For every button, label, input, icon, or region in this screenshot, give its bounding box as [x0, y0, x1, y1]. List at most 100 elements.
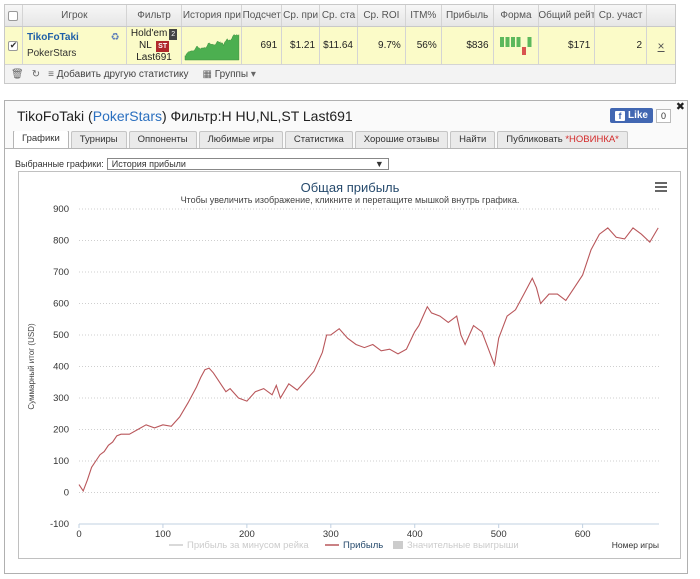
header-avg-profit[interactable]: Ср. при: [282, 5, 321, 26]
facebook-icon: f: [614, 110, 625, 121]
y-tick-label: 900: [53, 204, 69, 215]
x-tick-label: 0: [76, 529, 81, 540]
graph-select-value: История прибыли: [111, 159, 186, 169]
tab-4[interactable]: Статистика: [284, 131, 353, 148]
filter-st-badge: ST: [156, 41, 170, 52]
tab-0[interactable]: Графики: [13, 130, 69, 148]
tab-label: Статистика: [293, 134, 344, 145]
legend-item-label[interactable]: Прибыль: [343, 540, 383, 551]
player-graph-panel: TikoFoTaki (PokerStars) Фильтр:H HU,NL,S…: [4, 100, 688, 574]
header-filter[interactable]: Фильтр: [127, 5, 183, 26]
header-profit[interactable]: Прибыль: [442, 5, 494, 26]
x-tick-label: 200: [239, 529, 255, 540]
header-actions: [647, 5, 675, 26]
header-avg-stake[interactable]: Ср. ста: [320, 5, 358, 26]
remove-row-icon[interactable]: ×: [657, 38, 665, 53]
tab-7[interactable]: Публиковать *НОВИНКА*: [497, 131, 628, 148]
graph-selector-label: Выбранные графики:: [15, 159, 104, 169]
select-arrow-icon: ▼: [374, 159, 384, 169]
avg-roi-value: 9.7%: [358, 27, 406, 64]
avg-entrants-value: 2: [595, 27, 648, 64]
row-select-cell[interactable]: ✔: [5, 27, 23, 64]
form-bar-loss: [521, 46, 526, 55]
legend-item-label[interactable]: Прибыль за минусом рейка: [187, 540, 309, 551]
filter-range: Last691: [136, 52, 172, 63]
header-avg-roi[interactable]: Ср. ROI: [358, 5, 406, 26]
series-line-profit: [78, 227, 659, 493]
select-all-cell[interactable]: [5, 5, 23, 26]
form-bar-win: [505, 36, 510, 47]
facebook-like-widget[interactable]: f Like 0: [609, 108, 671, 123]
form-bar-win: [510, 36, 515, 47]
tab-label: Хорошие отзывы: [363, 134, 440, 145]
y-tick-label: 300: [53, 393, 69, 404]
tab-label: Любимые игры: [207, 134, 274, 145]
tab-new-badge: *НОВИНКА*: [565, 134, 619, 145]
legend-swatch[interactable]: [393, 541, 403, 549]
tab-6[interactable]: Найти: [450, 131, 496, 148]
header-count[interactable]: Подсчет: [242, 5, 283, 26]
player-profile-icon[interactable]: ♻: [110, 32, 120, 43]
facebook-like-button[interactable]: f Like: [609, 108, 653, 123]
stats-table-header: Игрок Фильтр История при Подсчет Ср. при…: [5, 5, 675, 27]
avg-stake-value: $11.64: [320, 27, 358, 64]
chart-menu-icon[interactable]: [655, 182, 667, 192]
graph-selector: Выбранные графики: История прибыли ▼: [15, 158, 389, 170]
x-axis-label: Номер игры: [612, 540, 659, 550]
row-checkbox[interactable]: ✔: [8, 40, 19, 51]
filter-players-badge: 2: [169, 29, 178, 40]
player-stats-table: Игрок Фильтр История при Подсчет Ср. при…: [4, 4, 676, 84]
groups-label: Группы: [214, 68, 249, 80]
select-all-checkbox[interactable]: [8, 10, 19, 21]
header-history[interactable]: История при: [182, 5, 243, 26]
legend-item-label[interactable]: Значительные выигрыши: [407, 540, 519, 551]
itm-value: 56%: [406, 27, 442, 64]
trash-icon[interactable]: 🗑: [11, 68, 24, 80]
tab-label: Публиковать: [506, 134, 563, 145]
y-tick-label: 800: [53, 236, 69, 247]
tab-3[interactable]: Любимые игры: [198, 131, 283, 148]
close-panel-icon[interactable]: ✖: [675, 101, 685, 113]
y-tick-label: 100: [53, 456, 69, 467]
facebook-like-label: Like: [627, 110, 648, 121]
form-bar-win: [499, 36, 504, 47]
panel-site-link[interactable]: PokerStars: [92, 108, 162, 124]
tab-label: Графики: [22, 133, 60, 144]
grid-icon: ▦: [202, 68, 212, 80]
profit-chart[interactable]: Общая прибыль Чтобы увеличить изображение…: [18, 171, 681, 559]
refresh-icon[interactable]: ↻: [31, 68, 41, 80]
chart-subtitle: Чтобы увеличить изображение, кликните и …: [181, 195, 520, 205]
form-bar-win: [527, 36, 532, 47]
header-total-rake[interactable]: Общий рейт: [539, 5, 596, 26]
y-tick-label: 600: [53, 299, 69, 310]
player-site: PokerStars: [26, 48, 77, 59]
graph-select[interactable]: История прибыли ▼: [106, 158, 389, 170]
groups-dropdown[interactable]: ▦ Группы ▾: [203, 69, 256, 80]
y-tick-label: 0: [64, 488, 69, 499]
tab-1[interactable]: Турниры: [70, 131, 127, 148]
tab-5[interactable]: Хорошие отзывы: [354, 131, 449, 148]
add-stat-button[interactable]: ≡ Добавить другую статистику: [48, 69, 188, 80]
header-avg-entrants[interactable]: Ср. участ: [595, 5, 648, 26]
form-bar-win: [516, 36, 521, 47]
x-tick-label: 500: [491, 529, 507, 540]
y-tick-label: 400: [53, 362, 69, 373]
tab-2[interactable]: Оппоненты: [128, 131, 197, 148]
panel-filter-text: Фильтр:H HU,NL,ST Last691: [170, 108, 353, 124]
header-form[interactable]: Форма: [494, 5, 540, 26]
y-axis-label: Суммарный итог (USD): [27, 323, 36, 410]
y-tick-label: -100: [50, 519, 69, 530]
chart-legend: Прибыль за минусом рейка Прибыль Значитель…: [169, 540, 519, 551]
table-row: ✔ TikoFoTaki PokerStars ♻ Hold'em 2 NL ST…: [5, 27, 675, 65]
add-stat-label: Добавить другую статистику: [56, 68, 189, 80]
sparkline-area: [184, 33, 240, 60]
header-player[interactable]: Игрок: [23, 5, 127, 26]
table-footer: 🗑 ↻ ≡ Добавить другую статистику ▦ Групп…: [5, 65, 675, 83]
caret-down-icon: ▾: [250, 68, 256, 80]
header-itm[interactable]: ITM%: [406, 5, 442, 26]
tab-label: Турниры: [79, 134, 118, 145]
history-sparkline[interactable]: [182, 27, 243, 64]
player-name-link[interactable]: TikoFoTaki: [26, 32, 79, 43]
tab-label: Оппоненты: [137, 134, 188, 145]
